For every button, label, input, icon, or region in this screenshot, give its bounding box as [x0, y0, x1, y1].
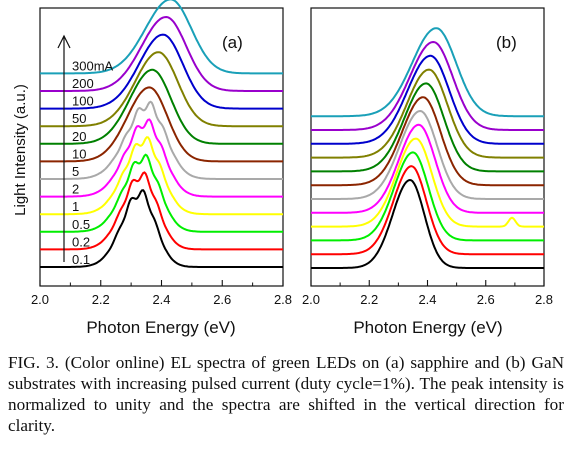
x-tick-label: 2.2 [360, 292, 378, 307]
panel-a: (a) Light Intensity (a.u.) Photon Energy… [12, 0, 292, 337]
panel-b-spectrum-curve [311, 178, 544, 269]
x-tick-label: 2.0 [302, 292, 320, 307]
x-tick-label: 2.6 [213, 292, 231, 307]
panel-a-ticks: 2.0 2.2 2.4 2.6 2.8 [31, 280, 292, 307]
x-tick-label: 2.0 [31, 292, 49, 307]
panel-a-spectrum-curve [40, 68, 283, 145]
panel-b-spectrum-curve [311, 82, 544, 173]
series-label: 2 [72, 182, 79, 197]
x-tick-label: 2.4 [152, 292, 170, 307]
panel-a-spectrum-curve [40, 51, 283, 128]
series-label: 100 [72, 94, 94, 109]
series-label: 0.2 [72, 234, 90, 249]
panel-b-spectrum-curve [311, 96, 544, 187]
panel-b-spectrum-curve [311, 27, 544, 118]
panel-a-spectrum-curve [40, 0, 283, 75]
panel-a-spectrum-curve [40, 86, 283, 163]
series-label: 200 [72, 76, 94, 91]
panel-a-label: (a) [222, 33, 243, 52]
panel-b-label: (b) [496, 33, 517, 52]
x-tick-label: 2.8 [274, 292, 292, 307]
panel-a-spectrum-curve [40, 136, 283, 216]
panel-b-spectrum-curve [311, 54, 544, 145]
panel-a-spectrum-curve [40, 118, 283, 198]
panel-a-curves [40, 0, 283, 268]
series-label: 50 [72, 111, 86, 126]
x-tick-label: 2.8 [535, 292, 553, 307]
series-label: 1 [72, 199, 79, 214]
series-label: 20 [72, 129, 86, 144]
panel-b-spectrum-curve [311, 123, 544, 214]
panel-a-spectrum-curve [40, 171, 283, 251]
panel-b-spectrum-curve [311, 109, 544, 200]
panel-b-spectrum-curve [311, 137, 544, 228]
current-arrow [57, 34, 71, 262]
panel-b-spectrum-curve [311, 68, 544, 159]
figure-caption: FIG. 3. (Color online) EL spectra of gre… [8, 353, 564, 435]
panel-a-legend: 0.1 0.2 0.5 1 2 5 10 20 50 100 200 300mA [72, 58, 114, 267]
panel-a-spectrum-curve [40, 33, 283, 110]
series-label: 5 [72, 164, 79, 179]
series-label: 300mA [72, 58, 114, 73]
panel-b-xlabel: Photon Energy (eV) [353, 318, 502, 337]
panel-b-spectrum-curve [311, 165, 544, 256]
panel-b-spectrum-curve [311, 40, 544, 131]
panel-a-spectrum-curve [40, 153, 283, 233]
panel-b-ticks: 2.0 2.2 2.4 2.6 2.8 [302, 280, 553, 307]
panel-b-curves [311, 27, 544, 269]
series-label: 0.1 [72, 252, 90, 267]
panel-a-spectrum-curve [40, 15, 283, 92]
panel-a-spectrum-curve [40, 100, 283, 180]
series-label: 10 [72, 146, 86, 161]
panel-a-spectrum-curve [40, 189, 283, 268]
x-tick-label: 2.2 [92, 292, 110, 307]
panel-b: (b) Photon Energy (eV) 2.0 2.2 2.4 2.6 2.8 [302, 7, 553, 337]
panel-b-spectrum-curve [311, 151, 544, 242]
x-tick-label: 2.6 [477, 292, 495, 307]
figure: (a) Light Intensity (a.u.) Photon Energy… [12, 0, 553, 337]
panel-a-ylabel: Light Intensity (a.u.) [12, 84, 29, 216]
x-tick-label: 2.4 [418, 292, 436, 307]
panel-a-xlabel: Photon Energy (eV) [86, 318, 235, 337]
series-label: 0.5 [72, 217, 90, 232]
